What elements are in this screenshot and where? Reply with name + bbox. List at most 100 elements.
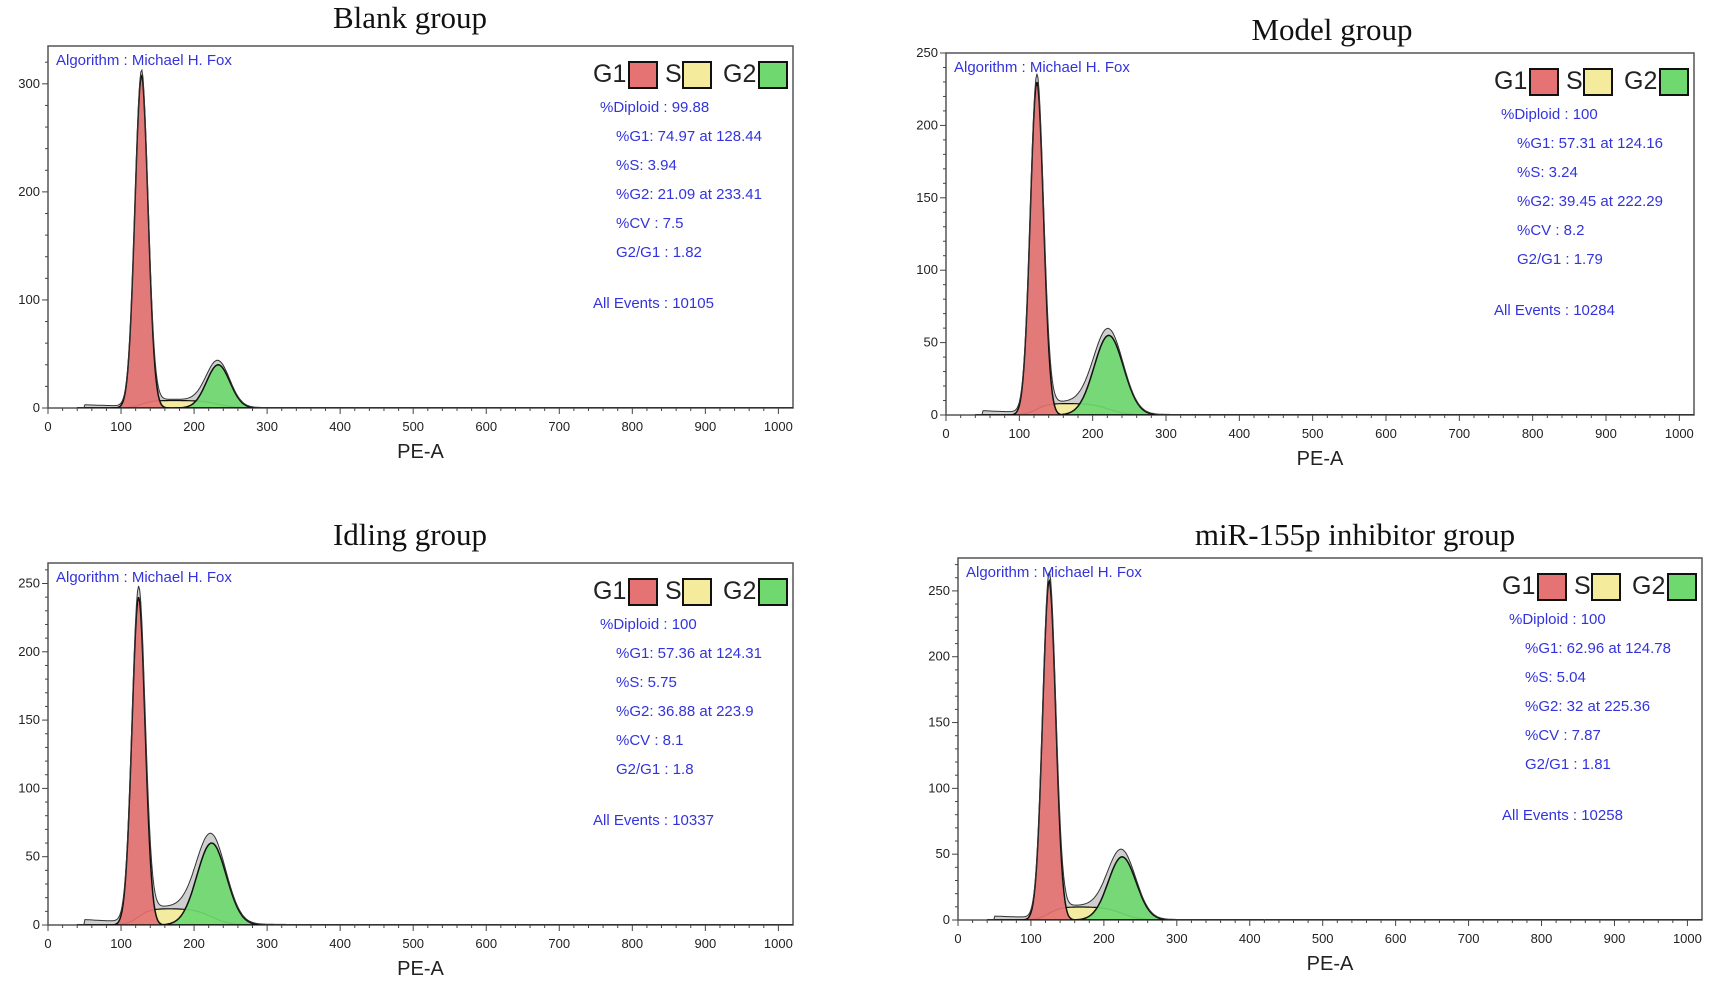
plot-area bbox=[77, 68, 793, 408]
x-tick-label: 700 bbox=[548, 419, 570, 434]
x-axis-label: PE-A bbox=[1307, 953, 1354, 975]
x-tick-label: 1000 bbox=[764, 419, 793, 434]
chart-title: miR-155p inhibitor group bbox=[1195, 517, 1515, 552]
g2-peak-area bbox=[77, 364, 355, 408]
x-tick-label: 100 bbox=[1008, 426, 1030, 441]
g1-peak-area bbox=[77, 597, 355, 925]
legend-g2-swatch bbox=[758, 578, 788, 606]
x-tick-label: 300 bbox=[256, 936, 278, 951]
x-tick-label: 400 bbox=[329, 936, 351, 951]
legend-s-swatch bbox=[682, 61, 712, 89]
y-tick-label: 150 bbox=[18, 712, 40, 727]
x-tick-label: 700 bbox=[548, 936, 570, 951]
plot-area bbox=[975, 73, 1694, 415]
g1-peak-area bbox=[77, 73, 355, 408]
x-tick-label: 1000 bbox=[1673, 931, 1702, 946]
envelope-line bbox=[987, 570, 1264, 920]
y-tick-label: 300 bbox=[18, 76, 40, 91]
stat-line: %CV : 7.87 bbox=[1525, 727, 1601, 744]
x-tick-label: 600 bbox=[1375, 426, 1397, 441]
x-tick-label: 600 bbox=[475, 936, 497, 951]
stat-line: %Diploid : 99.88 bbox=[600, 99, 709, 116]
legend-g1-swatch bbox=[1537, 573, 1567, 601]
algorithm-label: Algorithm : Michael H. Fox bbox=[56, 569, 232, 586]
stat-line: %G2: 21.09 at 233.41 bbox=[616, 186, 762, 203]
all-events-label: All Events : 10258 bbox=[1502, 807, 1623, 824]
x-tick-label: 500 bbox=[402, 936, 424, 951]
plot-area bbox=[77, 585, 793, 925]
all-events-label: All Events : 10337 bbox=[593, 812, 714, 829]
stat-line: %S: 3.94 bbox=[616, 157, 677, 174]
legend-g1-swatch bbox=[628, 578, 658, 606]
legend-g2-swatch bbox=[758, 61, 788, 89]
x-tick-label: 500 bbox=[1302, 426, 1324, 441]
stat-line: %CV : 7.5 bbox=[616, 215, 684, 232]
y-tick-label: 150 bbox=[928, 715, 950, 730]
y-tick-label: 100 bbox=[928, 780, 950, 795]
stat-line: %G1: 62.96 at 124.78 bbox=[1525, 640, 1671, 657]
stat-line: G2/G1 : 1.8 bbox=[616, 761, 694, 778]
all-events-label: All Events : 10105 bbox=[593, 295, 714, 312]
envelope-line bbox=[975, 73, 1254, 415]
x-tick-label: 0 bbox=[942, 426, 949, 441]
g2-peak-area bbox=[987, 856, 1264, 920]
stat-line: G2/G1 : 1.81 bbox=[1525, 756, 1611, 773]
y-tick-label: 150 bbox=[916, 190, 938, 205]
legend-g2-swatch bbox=[1659, 68, 1689, 96]
y-tick-label: 50 bbox=[936, 846, 950, 861]
x-tick-label: 0 bbox=[954, 931, 961, 946]
x-tick-label: 300 bbox=[1166, 931, 1188, 946]
stat-line: G2/G1 : 1.79 bbox=[1517, 251, 1603, 268]
x-tick-label: 900 bbox=[1595, 426, 1617, 441]
y-tick-label: 250 bbox=[18, 575, 40, 590]
y-tick-label: 0 bbox=[943, 912, 950, 927]
y-tick-label: 200 bbox=[18, 644, 40, 659]
x-tick-label: 0 bbox=[44, 419, 51, 434]
x-axis-label: PE-A bbox=[397, 958, 444, 980]
y-tick-label: 100 bbox=[18, 292, 40, 307]
stat-line: %G2: 36.88 at 223.9 bbox=[616, 703, 754, 720]
legend-g1-label: G1 bbox=[593, 60, 626, 88]
chart-panel: Blank group 0 100 200 300 400 500 600 700 800 900 1… bbox=[18, 0, 794, 463]
x-tick-label: 800 bbox=[1522, 426, 1544, 441]
legend-s-label: S bbox=[1574, 572, 1591, 600]
legend-g2-label: G2 bbox=[1632, 572, 1665, 600]
algorithm-label: Algorithm : Michael H. Fox bbox=[56, 52, 232, 69]
legend-g1-label: G1 bbox=[593, 577, 626, 605]
stat-line: %S: 3.24 bbox=[1517, 164, 1578, 181]
x-tick-label: 200 bbox=[1093, 931, 1115, 946]
g2-peak-area bbox=[975, 334, 1254, 415]
legend-g1-label: G1 bbox=[1494, 67, 1527, 95]
plot-area bbox=[987, 570, 1702, 920]
legend-g1-swatch bbox=[1529, 68, 1559, 96]
chart-title: Model group bbox=[1251, 12, 1412, 47]
stat-line: %Diploid : 100 bbox=[1501, 106, 1598, 123]
x-tick-label: 200 bbox=[183, 936, 205, 951]
y-tick-label: 100 bbox=[916, 262, 938, 277]
envelope-line bbox=[77, 68, 355, 408]
algorithm-label: Algorithm : Michael H. Fox bbox=[954, 59, 1130, 76]
x-axis-label: PE-A bbox=[1297, 448, 1344, 470]
legend-s-swatch bbox=[682, 578, 712, 606]
x-tick-label: 1000 bbox=[1665, 426, 1694, 441]
legend-g2-label: G2 bbox=[723, 577, 756, 605]
plot-frame bbox=[47, 562, 794, 926]
stat-line: %G1: 74.97 at 128.44 bbox=[616, 128, 762, 145]
plot-frame bbox=[945, 52, 1695, 416]
x-tick-label: 500 bbox=[1312, 931, 1334, 946]
x-tick-label: 600 bbox=[475, 419, 497, 434]
stat-line: %G2: 39.45 at 222.29 bbox=[1517, 193, 1663, 210]
legend-s-label: S bbox=[1566, 67, 1583, 95]
legend-g1-swatch bbox=[628, 61, 658, 89]
x-tick-label: 600 bbox=[1385, 931, 1407, 946]
y-tick-label: 0 bbox=[931, 407, 938, 422]
algorithm-label: Algorithm : Michael H. Fox bbox=[966, 564, 1142, 581]
x-tick-label: 800 bbox=[1531, 931, 1553, 946]
x-tick-label: 400 bbox=[329, 419, 351, 434]
plot-frame bbox=[957, 557, 1703, 921]
y-tick-label: 50 bbox=[924, 335, 938, 350]
y-tick-label: 50 bbox=[26, 849, 40, 864]
y-tick-label: 200 bbox=[928, 649, 950, 664]
x-tick-label: 200 bbox=[183, 419, 205, 434]
